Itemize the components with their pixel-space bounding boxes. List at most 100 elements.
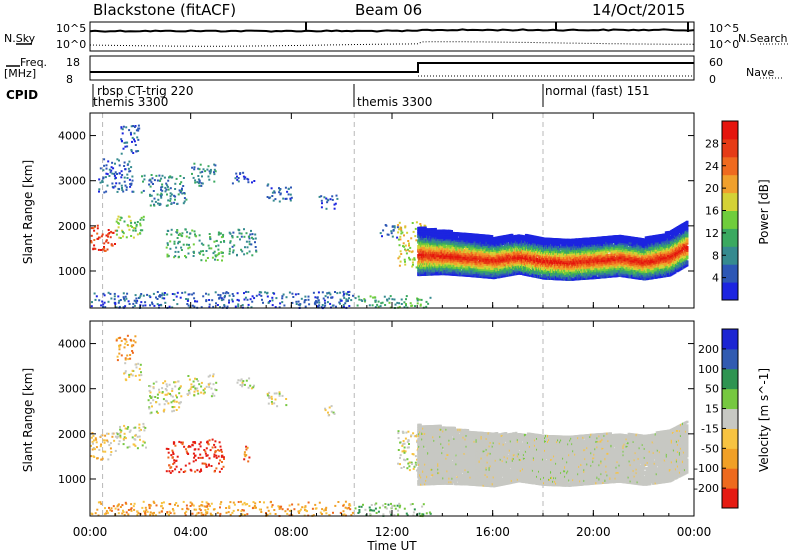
echo-cell [408, 242, 410, 245]
echo-cell [200, 259, 203, 262]
echo-cell [396, 236, 399, 239]
band-cell [501, 266, 505, 269]
echo-cell [176, 291, 179, 294]
echo-cell [92, 227, 95, 230]
echo-cell [160, 196, 163, 199]
echo-cell [197, 182, 200, 185]
echo-cell [191, 293, 194, 296]
echo-cell [398, 264, 401, 267]
echo-cell [236, 253, 238, 256]
band-cell [494, 276, 498, 279]
echo-cell [125, 297, 128, 300]
echo-cell [217, 233, 220, 236]
echo-cell [229, 240, 232, 243]
echo-cell [122, 125, 125, 128]
echo-cell [429, 296, 432, 299]
echo-cell [285, 296, 288, 299]
echo-cell [292, 296, 295, 298]
echo-cell [196, 300, 199, 303]
band-cell [531, 238, 535, 242]
echo-cell [361, 300, 364, 302]
freq-unit-label: [MHz] [4, 67, 37, 80]
band-cell [510, 250, 514, 253]
echo-cell [98, 299, 101, 302]
echo-cell [400, 232, 403, 235]
echo-cell [346, 299, 349, 302]
band-cell [434, 249, 437, 252]
echo-cell [339, 298, 342, 301]
band-cell [580, 257, 583, 261]
freq-trace [90, 62, 694, 73]
echo-cell [136, 299, 139, 302]
echo-cell [133, 132, 136, 135]
band-cell [587, 244, 590, 248]
echo-cell [243, 177, 246, 180]
echo-cell [232, 231, 235, 234]
band-cell [497, 261, 501, 264]
echo-cell [180, 246, 183, 249]
echo-cell [415, 266, 418, 269]
echo-cell [335, 305, 337, 308]
echo-cell [278, 187, 280, 190]
echo-cell [205, 292, 207, 295]
echo-cell [200, 184, 203, 187]
echo-cell [142, 218, 145, 221]
echo-cell [180, 234, 183, 237]
echo-cell [179, 296, 182, 299]
echo-cell [251, 295, 254, 298]
echo-cell [408, 258, 411, 261]
echo-cell [320, 199, 323, 202]
echo-cell [174, 250, 177, 253]
echo-cell [237, 303, 240, 306]
echo-cell [180, 181, 183, 184]
echo-cell [329, 302, 332, 305]
band-cell [589, 250, 592, 253]
echo-cell [95, 295, 98, 298]
band-cell [579, 238, 582, 241]
echo-cell [118, 159, 120, 162]
echo-cell [103, 164, 106, 167]
echo-cell [124, 305, 127, 308]
echo-cell [93, 292, 96, 295]
echo-cell [201, 182, 204, 185]
echo-cell [120, 138, 123, 141]
echo-cell [283, 304, 286, 307]
echo-cell [143, 174, 146, 177]
echo-cell [98, 188, 101, 191]
echo-cell [291, 301, 294, 304]
echo-cell [389, 295, 392, 298]
echo-cell [104, 306, 107, 309]
echo-cell [135, 150, 138, 153]
echo-cell [217, 244, 220, 247]
echo-cell [198, 239, 201, 242]
echo-cell [115, 233, 118, 236]
echo-cell [102, 292, 105, 295]
echo-cell [205, 299, 208, 302]
band-cell [501, 264, 505, 267]
echo-cell [148, 183, 151, 186]
echo-cell [381, 301, 384, 304]
echo-cell [161, 297, 164, 300]
band-cell [543, 264, 546, 267]
echo-cell [137, 124, 140, 127]
echo-cell [117, 226, 120, 229]
echo-cell [187, 298, 190, 301]
echo-cell [383, 295, 386, 298]
echo-cell [198, 251, 201, 254]
echo-cell [176, 237, 179, 239]
echo-cell [161, 185, 164, 188]
echo-cell [193, 166, 196, 169]
echo-cell [401, 231, 404, 234]
echo-cell [117, 215, 120, 218]
echo-cell [244, 296, 247, 299]
echo-cell [117, 295, 120, 298]
echo-cell [129, 185, 132, 188]
band-cell [577, 250, 580, 254]
band-cell [520, 249, 524, 252]
echo-cell [236, 175, 238, 178]
beam-title: Beam 06 [355, 1, 423, 19]
band-cell [528, 256, 532, 259]
echo-cell [154, 200, 157, 203]
band-cell [439, 256, 442, 259]
echo-cell [273, 292, 276, 295]
